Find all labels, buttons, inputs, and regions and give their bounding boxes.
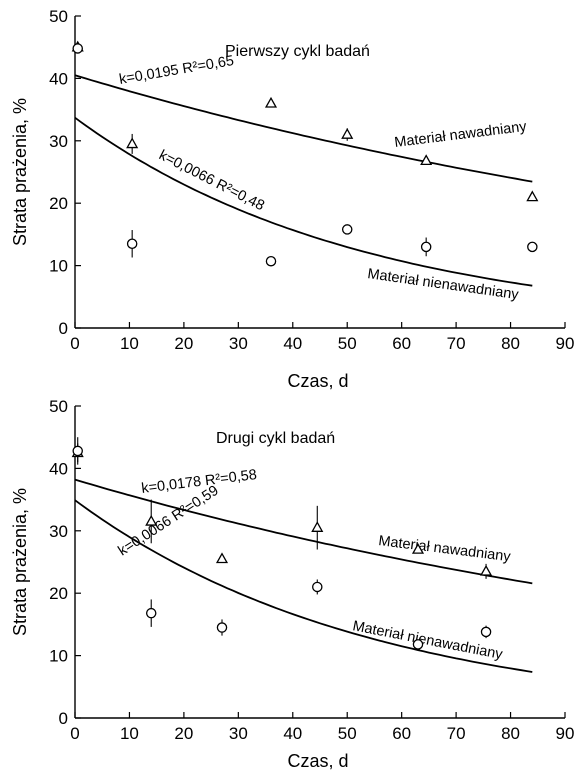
data-point-circle bbox=[72, 445, 83, 457]
data-point-circle bbox=[527, 241, 538, 253]
data-point-triangle bbox=[215, 552, 229, 564]
data-point-triangle bbox=[126, 137, 139, 149]
data-point-circle bbox=[265, 255, 277, 267]
data-point-triangle bbox=[264, 96, 278, 108]
fit-curve-irrigated bbox=[74, 74, 533, 183]
y-tick-label: 50 bbox=[49, 397, 68, 416]
data-point-circle bbox=[480, 626, 492, 638]
y-axis-title: Strata prażenia, % bbox=[10, 488, 30, 636]
data-point-circle bbox=[420, 241, 432, 253]
x-axis-title: Czas, d bbox=[287, 751, 348, 771]
data-point-triangle bbox=[411, 542, 425, 554]
x-tick-label: 0 bbox=[70, 724, 79, 743]
x-tick-label: 20 bbox=[174, 724, 193, 743]
series-label-nonirrigated: Materiał nienawadniany bbox=[351, 618, 504, 663]
y-tick-label: 40 bbox=[49, 69, 68, 88]
y-tick-label: 20 bbox=[49, 194, 68, 213]
data-point-circle bbox=[312, 581, 323, 593]
x-tick-label: 50 bbox=[338, 334, 357, 353]
y-tick-label: 50 bbox=[49, 7, 68, 26]
y-tick-label: 10 bbox=[49, 257, 68, 276]
chart-panel-second-cycle: Drugi cykl badań Czas, d Strata prażenia… bbox=[10, 397, 574, 771]
data-point-triangle bbox=[480, 564, 493, 576]
y-tick-label: 0 bbox=[59, 709, 68, 728]
x-tick-label: 90 bbox=[556, 334, 575, 353]
y-tick-label: 20 bbox=[49, 584, 68, 603]
data-point-triangle bbox=[526, 190, 539, 202]
x-tick-label: 60 bbox=[392, 724, 411, 743]
data-point-circle bbox=[126, 238, 138, 250]
x-tick-label: 20 bbox=[174, 334, 193, 353]
y-axis-title: Strata prażenia, % bbox=[10, 98, 30, 246]
y-tick-label: 30 bbox=[49, 132, 68, 151]
x-tick-label: 50 bbox=[338, 724, 357, 743]
fit-label-nonirrigated: k=0,0066 R²=0,48 bbox=[156, 147, 267, 214]
x-tick-label: 40 bbox=[283, 724, 302, 743]
data-point-circle bbox=[412, 639, 424, 650]
x-tick-label: 70 bbox=[447, 334, 466, 353]
fit-curve-nonirrigated bbox=[74, 116, 533, 287]
x-tick-label: 90 bbox=[556, 724, 575, 743]
x-tick-label: 10 bbox=[120, 334, 139, 353]
fit-label-nonirrigated: k=0,0066 R²=0,59 bbox=[115, 483, 221, 560]
data-point-circle bbox=[216, 622, 228, 633]
x-tick-label: 60 bbox=[392, 334, 411, 353]
x-tick-label: 70 bbox=[447, 724, 466, 743]
series-label-irrigated: Materiał nawadniany bbox=[378, 533, 513, 565]
x-axis-title: Czas, d bbox=[287, 371, 348, 391]
x-tick-label: 80 bbox=[501, 334, 520, 353]
fit-label-irrigated: k=0,0195 R²=0,65 bbox=[118, 53, 235, 88]
data-point-triangle bbox=[420, 154, 433, 166]
y-tick-label: 10 bbox=[49, 647, 68, 666]
data-point-triangle bbox=[311, 521, 324, 532]
data-point-circle bbox=[341, 224, 353, 235]
data-point-triangle bbox=[145, 514, 158, 526]
chart-panel-first-cycle: Pierwszy cykl badań Czas, d Strata praże… bbox=[10, 7, 574, 391]
panel-title: Pierwszy cykl badań bbox=[225, 43, 370, 60]
panel-title: Drugi cykl badań bbox=[216, 430, 335, 447]
fit-curve-nonirrigated bbox=[74, 499, 533, 673]
series-label-nonirrigated: Materiał nienawadniany bbox=[366, 266, 520, 303]
data-point-triangle bbox=[341, 128, 354, 139]
x-tick-label: 30 bbox=[229, 334, 248, 353]
series-label-irrigated: Materiał nawadniany bbox=[394, 119, 529, 151]
x-tick-label: 10 bbox=[120, 724, 139, 743]
y-tick-label: 0 bbox=[59, 319, 68, 338]
x-tick-label: 80 bbox=[501, 724, 520, 743]
data-point-circle bbox=[145, 607, 157, 619]
y-tick-label: 30 bbox=[49, 522, 68, 541]
x-tick-label: 0 bbox=[70, 334, 79, 353]
x-tick-label: 40 bbox=[283, 334, 302, 353]
data-point-circle bbox=[72, 43, 83, 54]
y-tick-label: 40 bbox=[49, 459, 68, 478]
x-tick-label: 30 bbox=[229, 724, 248, 743]
